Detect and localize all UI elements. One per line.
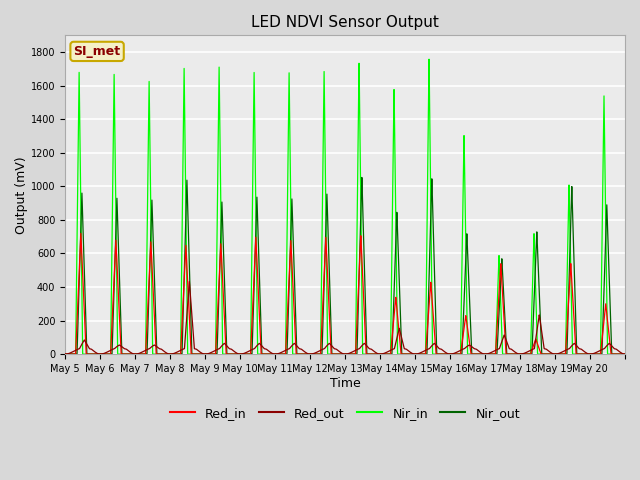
Red_out xyxy=(621,351,629,357)
Line: Nir_out: Nir_out xyxy=(65,178,625,354)
Nir_in xyxy=(425,56,433,62)
Title: LED NDVI Sensor Output: LED NDVI Sensor Output xyxy=(251,15,439,30)
Nir_in xyxy=(90,351,97,357)
Nir_in xyxy=(621,351,629,357)
Red_out xyxy=(264,348,272,353)
Line: Red_out: Red_out xyxy=(65,281,625,354)
Text: SI_met: SI_met xyxy=(74,45,121,58)
Line: Nir_in: Nir_in xyxy=(65,59,625,354)
Red_out xyxy=(90,348,97,354)
Nir_in xyxy=(61,351,69,357)
Red_in xyxy=(621,351,629,357)
Nir_in xyxy=(417,351,425,357)
X-axis label: Time: Time xyxy=(330,377,360,390)
Red_in xyxy=(417,351,425,357)
Red_out xyxy=(61,351,69,357)
Nir_out xyxy=(61,351,69,357)
Y-axis label: Output (mV): Output (mV) xyxy=(15,156,28,234)
Red_out xyxy=(417,350,425,356)
Nir_out xyxy=(417,351,425,357)
Nir_out xyxy=(358,175,365,180)
Nir_out xyxy=(476,351,484,357)
Red_out xyxy=(186,278,193,284)
Red_out xyxy=(476,349,484,355)
Nir_in xyxy=(506,351,514,357)
Nir_out xyxy=(90,351,97,357)
Nir_out xyxy=(392,220,400,226)
Red_in xyxy=(506,351,514,357)
Red_in xyxy=(61,351,69,357)
Red_in xyxy=(392,301,400,307)
Nir_in xyxy=(264,351,271,357)
Red_out xyxy=(392,337,400,343)
Nir_out xyxy=(264,351,271,357)
Red_out xyxy=(506,346,514,352)
Nir_in xyxy=(476,351,484,357)
Nir_in xyxy=(392,264,400,269)
Nir_out xyxy=(621,351,629,357)
Legend: Red_in, Red_out, Nir_in, Nir_out: Red_in, Red_out, Nir_in, Nir_out xyxy=(165,402,525,425)
Red_in xyxy=(264,351,272,357)
Nir_out xyxy=(506,351,514,357)
Line: Red_in: Red_in xyxy=(65,233,625,354)
Red_in xyxy=(77,230,84,236)
Red_in xyxy=(476,351,484,357)
Red_in xyxy=(90,351,97,357)
